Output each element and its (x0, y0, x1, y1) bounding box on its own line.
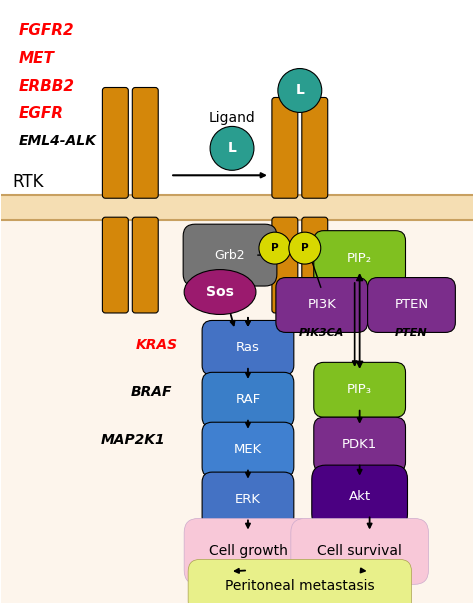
Text: P: P (301, 243, 309, 253)
Bar (0, 220, 474, 603)
Text: ERBB2: ERBB2 (18, 79, 74, 94)
Circle shape (210, 126, 254, 170)
Circle shape (278, 68, 322, 112)
Text: Akt: Akt (348, 490, 371, 503)
Text: PIK3CA: PIK3CA (299, 328, 345, 338)
FancyBboxPatch shape (188, 559, 411, 604)
Circle shape (259, 232, 291, 264)
FancyBboxPatch shape (102, 217, 128, 313)
FancyBboxPatch shape (132, 217, 158, 313)
Text: MAP2K1: MAP2K1 (100, 432, 165, 447)
Text: PI3K: PI3K (307, 298, 336, 312)
Text: Grb2: Grb2 (215, 249, 246, 262)
FancyBboxPatch shape (202, 422, 294, 477)
Text: MEK: MEK (234, 443, 262, 456)
Text: RTK: RTK (13, 173, 44, 191)
FancyBboxPatch shape (314, 417, 405, 472)
FancyBboxPatch shape (202, 372, 294, 427)
Text: BRAF: BRAF (130, 385, 172, 399)
FancyBboxPatch shape (202, 321, 294, 375)
Text: PTEN: PTEN (395, 328, 428, 338)
FancyBboxPatch shape (272, 217, 298, 313)
Text: P: P (271, 243, 279, 253)
Text: L: L (295, 83, 304, 97)
Text: L: L (228, 141, 237, 155)
FancyBboxPatch shape (368, 278, 456, 332)
Text: RAF: RAF (236, 393, 261, 406)
Circle shape (289, 232, 321, 264)
Text: Cell growth: Cell growth (209, 544, 287, 559)
Text: EML4-ALK: EML4-ALK (18, 134, 97, 149)
FancyBboxPatch shape (314, 231, 405, 286)
FancyBboxPatch shape (183, 224, 277, 286)
Text: PDK1: PDK1 (342, 438, 377, 451)
FancyBboxPatch shape (132, 88, 158, 198)
Bar (0, 195, 474, 220)
FancyBboxPatch shape (312, 465, 408, 528)
FancyBboxPatch shape (302, 97, 328, 198)
Text: Peritoneal metastasis: Peritoneal metastasis (225, 579, 374, 593)
Text: EGFR: EGFR (18, 106, 64, 121)
Ellipse shape (184, 269, 256, 315)
Text: ERK: ERK (235, 493, 261, 506)
FancyBboxPatch shape (272, 97, 298, 198)
FancyBboxPatch shape (291, 518, 428, 584)
Text: KRAS: KRAS (135, 338, 177, 352)
Text: PTEN: PTEN (394, 298, 428, 312)
FancyBboxPatch shape (102, 88, 128, 198)
Text: Ligand: Ligand (209, 111, 255, 126)
FancyBboxPatch shape (202, 472, 294, 527)
Text: MET: MET (18, 51, 55, 66)
Text: FGFR2: FGFR2 (18, 22, 74, 37)
FancyBboxPatch shape (184, 518, 312, 584)
Text: PIP₂: PIP₂ (347, 252, 372, 265)
Text: Ras: Ras (236, 341, 260, 355)
Text: Cell survival: Cell survival (317, 544, 402, 559)
Text: Sos: Sos (206, 285, 234, 299)
FancyBboxPatch shape (314, 362, 405, 417)
FancyBboxPatch shape (276, 278, 368, 332)
FancyBboxPatch shape (302, 217, 328, 313)
Text: PIP₃: PIP₃ (347, 384, 372, 396)
